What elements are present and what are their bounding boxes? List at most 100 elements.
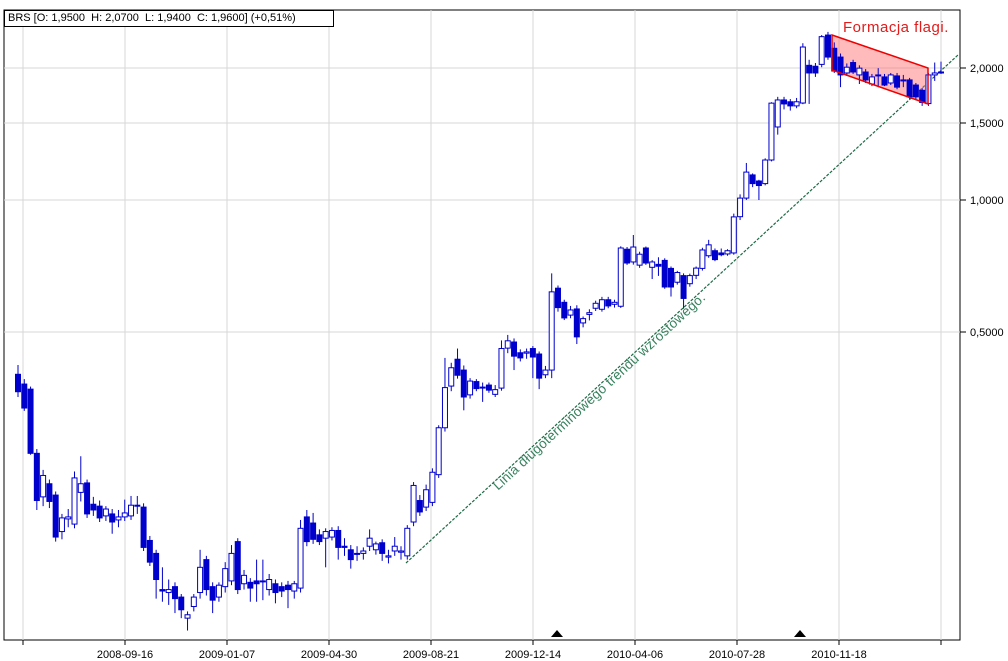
candle-down	[90, 503, 97, 511]
x-axis-tick-label: 2008-09-16	[97, 649, 153, 661]
candle-down	[454, 358, 461, 376]
candle-up	[360, 550, 367, 554]
candle-up	[542, 369, 549, 376]
candle-up	[328, 529, 335, 538]
candle-up	[435, 427, 442, 476]
candle-up	[737, 197, 744, 218]
candle-down	[21, 383, 28, 409]
candle-down	[787, 101, 794, 107]
candle-up	[580, 318, 587, 324]
candle-down	[140, 506, 147, 548]
candle-up	[398, 550, 405, 553]
candle-down	[84, 482, 91, 515]
candle-down	[171, 586, 178, 600]
candle-down	[379, 542, 386, 554]
candle-up	[931, 72, 938, 76]
candle-up	[937, 71, 944, 74]
candle-up	[598, 299, 605, 310]
y-axis-tick-label: 2,0000	[970, 63, 1004, 75]
candle-up	[448, 367, 455, 387]
candle-up	[184, 614, 191, 619]
candle-up	[523, 351, 530, 354]
candle-up	[504, 340, 511, 349]
candle-down	[850, 62, 857, 73]
candle-down	[209, 586, 216, 601]
candle-up	[856, 67, 863, 76]
candle-up	[429, 471, 436, 503]
trend-line	[405, 54, 959, 564]
candle-up	[762, 159, 769, 185]
candle-up	[818, 36, 825, 65]
candle-up	[128, 504, 135, 517]
event-marker-triangle	[794, 630, 806, 637]
candle-up	[297, 527, 304, 589]
candle-up	[724, 250, 731, 255]
candle-up	[40, 474, 47, 498]
candle-down	[253, 580, 260, 585]
candle-up	[467, 380, 474, 396]
candle-down	[642, 247, 649, 264]
candle-up	[366, 537, 373, 547]
candle-up	[71, 477, 78, 525]
candle-down	[341, 545, 348, 548]
x-axis-tick-label: 2009-01-07	[199, 649, 255, 661]
candle-up	[730, 216, 737, 254]
candle-down	[52, 494, 59, 538]
candle-up	[354, 552, 361, 555]
candle-down	[680, 275, 687, 299]
candle-up	[121, 512, 128, 518]
candle-up	[705, 244, 712, 257]
candle-down	[416, 500, 423, 513]
candle-up	[391, 545, 398, 552]
candle-up	[674, 272, 681, 283]
candle-down	[460, 369, 467, 398]
candle-up	[743, 171, 750, 199]
candle-up	[228, 552, 235, 582]
candle-down	[96, 505, 103, 519]
candle-down	[837, 56, 844, 76]
candle-down	[178, 596, 185, 611]
flag-formation-annotation: Formacja flagi.	[843, 19, 949, 36]
candle-up	[65, 516, 72, 520]
y-axis-tick-label: 1,0000	[970, 195, 1004, 207]
candle-up	[630, 246, 637, 263]
candle-down	[529, 348, 536, 358]
candle-up	[190, 596, 197, 608]
candle-down	[159, 589, 166, 592]
candle-up	[793, 101, 800, 107]
candle-down	[511, 341, 518, 357]
candle-down	[247, 581, 254, 589]
candle-up	[686, 275, 693, 285]
candle-down	[749, 174, 756, 185]
candle-up	[115, 516, 122, 521]
candle-up	[404, 527, 411, 557]
candle-down	[278, 586, 285, 592]
candle-down	[316, 534, 323, 543]
candle-up	[617, 247, 624, 307]
candle-up	[291, 583, 298, 592]
candle-down	[755, 180, 762, 187]
candle-up	[441, 387, 448, 429]
x-axis-tick-label: 2010-07-28	[709, 649, 765, 661]
candle-down	[812, 65, 819, 74]
candle-down	[203, 559, 210, 591]
candle-up	[372, 543, 379, 551]
candle-down	[806, 64, 813, 74]
candle-up	[875, 74, 882, 77]
candle-up	[548, 291, 555, 371]
candle-down	[711, 250, 718, 261]
candle-up	[900, 79, 907, 82]
candle-down	[517, 352, 524, 359]
flag-channel-fill	[832, 35, 928, 104]
candle-up	[799, 46, 806, 104]
candle-up	[843, 66, 850, 74]
candle-up	[492, 389, 499, 395]
candle-down	[303, 516, 310, 543]
x-axis-tick-label: 2010-04-06	[607, 649, 663, 661]
candle-up	[222, 568, 229, 588]
candle-up	[699, 249, 706, 269]
event-marker-triangle	[551, 630, 563, 637]
candle-down	[655, 263, 662, 267]
